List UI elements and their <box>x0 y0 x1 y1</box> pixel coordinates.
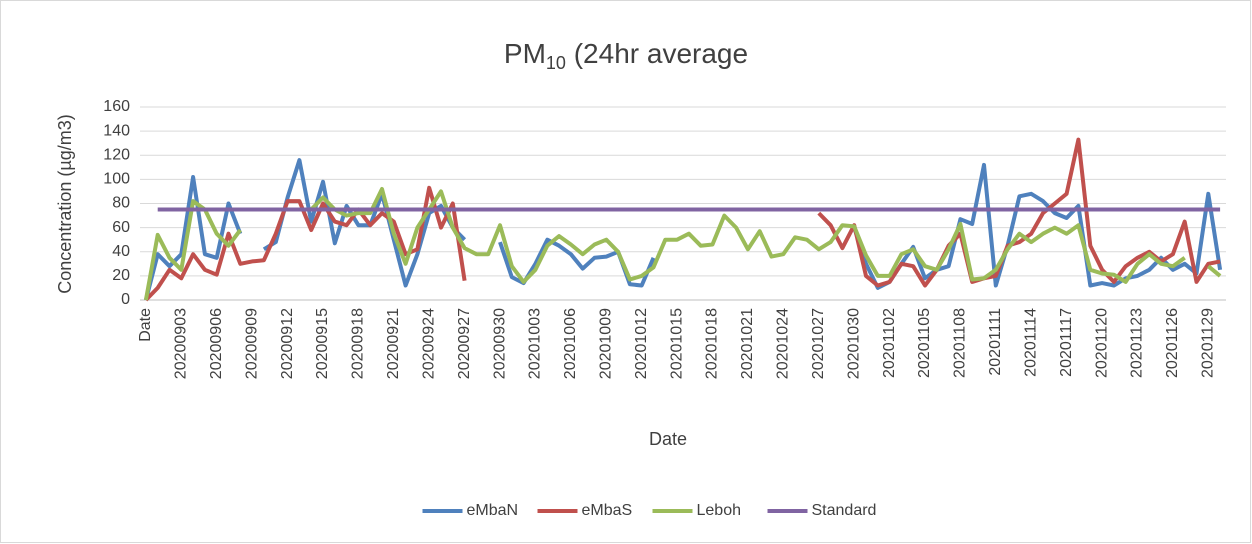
x-tick-label: 20201114 <box>1022 308 1039 377</box>
x-tick-label: 20201021 <box>739 308 756 379</box>
x-tick-label: 20200912 <box>279 308 296 379</box>
x-tick-label: 20201105 <box>916 308 933 378</box>
x-axis-label: Date <box>649 429 687 449</box>
x-tick-label: 20201030 <box>845 308 862 379</box>
x-tick-label: 20200921 <box>385 308 402 379</box>
y-tick-label: 0 <box>121 291 130 308</box>
line-series <box>143 187 1222 301</box>
x-tick-label: 20201024 <box>775 308 792 379</box>
chart-title: PM10 (24hr average <box>504 38 748 72</box>
line-series <box>143 158 1223 301</box>
x-tick-label: 20200915 <box>314 308 331 379</box>
x-tick-label: 20201126 <box>1164 308 1181 378</box>
x-tick-label: 20200918 <box>350 308 367 379</box>
y-tick-label: 100 <box>103 171 130 188</box>
y-tick-label: 160 <box>103 98 130 115</box>
legend-label: Standard <box>812 502 877 519</box>
x-tick-label: 20201117 <box>1058 308 1075 377</box>
legend-label: Leboh <box>697 502 742 519</box>
legend-label: eMbaN <box>467 502 519 519</box>
x-tick-label: 20200927 <box>456 308 473 379</box>
x-tick-label: 20201027 <box>810 308 827 379</box>
title-rest: (24hr average <box>566 38 748 69</box>
x-tick-label: 20201009 <box>597 308 614 379</box>
y-axis-label: Concentration (µg/m3) <box>55 114 75 293</box>
title-main: PM <box>504 38 546 69</box>
title-subscript: 10 <box>546 53 566 73</box>
x-tick-label: 20201006 <box>562 308 579 379</box>
y-tick-label: 60 <box>112 219 130 236</box>
x-tick-label: 20201120 <box>1093 308 1110 378</box>
y-tick-label: 140 <box>103 122 130 139</box>
y-tick-label: 120 <box>103 146 130 163</box>
x-tick-label: 20201003 <box>527 308 544 379</box>
x-tick-label: 20201129 <box>1200 308 1217 378</box>
x-tick-label: 20201012 <box>633 308 650 379</box>
y-tick-label: 80 <box>112 195 130 212</box>
x-tick-label: Date <box>137 308 154 342</box>
x-tick-label: 20200930 <box>491 308 508 379</box>
x-tick-label: 20200903 <box>173 308 190 379</box>
legend-label: eMbaS <box>582 502 633 519</box>
y-tick-label: 40 <box>112 243 130 260</box>
x-tick-label: 20201102 <box>881 308 898 378</box>
x-tick-label: 20201111 <box>987 308 1004 376</box>
x-tick-label: 20201108 <box>952 308 969 378</box>
x-tick-label: 20201018 <box>704 308 721 379</box>
x-tick-label: 20200924 <box>420 308 437 379</box>
x-tick-label: 20201123 <box>1129 308 1146 378</box>
x-tick-label: 20200909 <box>243 308 260 379</box>
y-tick-label: 20 <box>112 267 130 284</box>
x-tick-label: 20201015 <box>668 308 685 379</box>
x-tick-label: 20200906 <box>208 308 225 379</box>
